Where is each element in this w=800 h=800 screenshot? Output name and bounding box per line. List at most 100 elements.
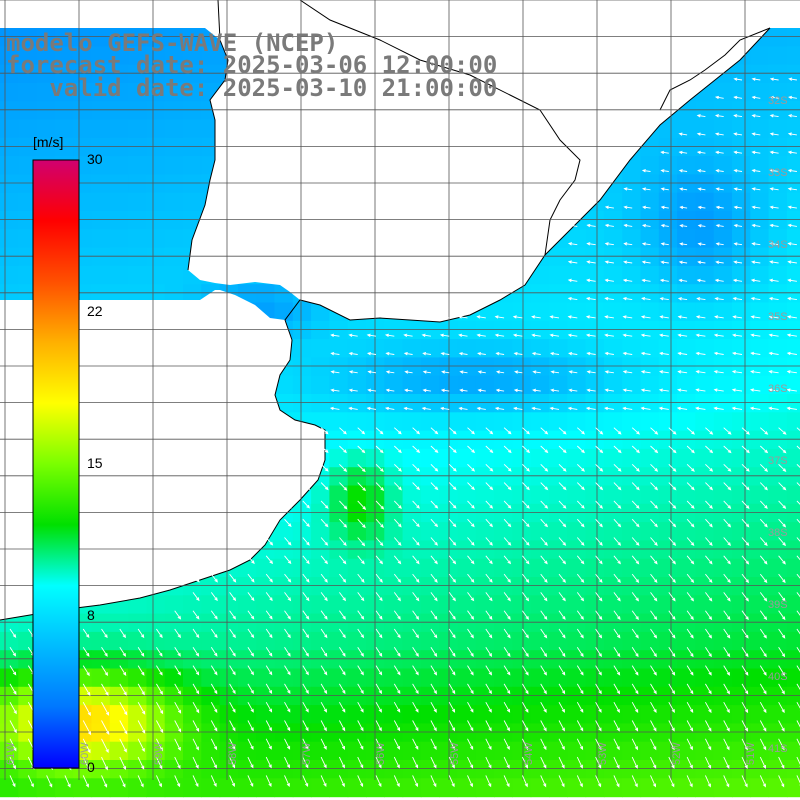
wind-arrow [786,370,797,374]
wind-arrow [174,665,181,676]
wind-arrow [796,427,800,432]
field-cell [347,723,367,743]
wind-arrow [686,500,695,509]
field-cell [732,64,751,84]
wind-arrow [9,647,17,657]
wind-arrow [467,573,475,583]
field-cell [146,595,166,615]
wind-arrow [576,775,583,788]
wind-arrow [101,701,110,716]
field-cell [402,686,422,706]
wind-arrow [741,463,750,472]
field-cell [567,229,587,249]
field-cell [786,595,800,615]
field-cell [384,448,404,468]
wind-arrow [604,370,614,374]
field-cell [457,650,477,670]
field-cell [91,631,111,651]
field-cell [585,357,605,377]
field-cell [201,577,221,596]
field-cell [585,631,605,651]
wind-arrow [704,756,712,769]
field-cell [786,156,800,175]
field-cell [329,540,349,560]
field-cell [146,631,166,651]
wind-arrow [778,463,787,472]
wind-arrow [393,463,402,472]
field-cell [677,760,696,779]
wind-arrow [339,610,346,620]
field-cell [91,211,111,230]
field-cell [732,668,751,688]
field-cell [603,485,623,505]
wind-arrow [604,205,614,209]
wind-arrow [787,278,797,283]
field-cell [384,631,404,651]
wind-arrow [759,720,767,732]
wind-arrow [723,628,731,639]
wind-arrow [393,555,402,565]
field-cell [146,686,166,706]
field-cell [347,741,367,761]
field-cell [658,668,678,688]
wind-arrow [769,242,779,246]
wind-arrow [210,738,218,751]
wind-arrow [631,665,639,676]
longitude-label: 59W [153,742,165,765]
wind-arrow [265,665,273,676]
field-cell [457,448,477,468]
wind-arrow [459,370,468,374]
wind-arrow [339,500,348,510]
field-cell [622,686,642,706]
wind-arrow [137,647,145,657]
wind-arrow [503,720,510,732]
wind-arrow [393,518,402,528]
field-cell [658,247,678,267]
wind-arrow [430,647,438,657]
field-cell [512,503,532,523]
field-cell [292,540,312,560]
field-cell [36,101,56,121]
field-cell [512,467,532,487]
field-cell [567,522,587,541]
wind-arrow [430,537,438,546]
field-cell [768,320,788,340]
field-cell [695,631,715,651]
field-cell [603,778,623,798]
wind-arrow [558,683,566,695]
field-cell [329,631,349,651]
field-cell [567,485,587,505]
field-cell [366,668,385,688]
field-cell [128,778,147,798]
wind-arrow [796,537,800,542]
wind-arrow [558,628,566,639]
wind-arrow [302,756,309,769]
field-cell [109,760,129,779]
wind-arrow [668,555,676,565]
field-cell [695,503,715,523]
field-cell [18,778,38,798]
field-cell [585,302,605,322]
wind-arrow [769,114,779,118]
field-cell [146,668,166,688]
wind-arrow [640,333,651,337]
field-cell [567,412,587,432]
field-cell [201,650,221,670]
wind-arrow [751,77,761,81]
wind-arrow [586,388,596,392]
wind-arrow [485,592,493,602]
field-cell [549,522,568,541]
field-cell [677,174,696,194]
wind-arrow [650,647,657,658]
wind-arrow [613,665,621,676]
field-cell [146,613,166,633]
wind-arrow [623,242,633,246]
wind-arrow [750,296,761,301]
field-cell [128,284,147,304]
field-cell [750,211,770,230]
field-cell [347,485,367,505]
wind-arrow [540,720,547,732]
wind-arrow [403,406,413,411]
wind-arrow [521,756,528,769]
field-cell [658,522,678,541]
